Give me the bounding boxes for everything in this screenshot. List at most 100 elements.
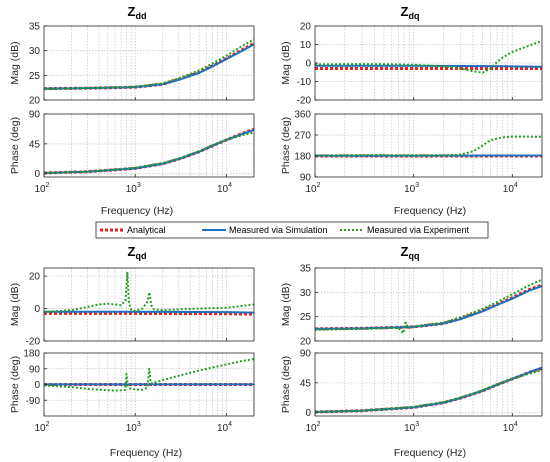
series-line-measured-via-experiment bbox=[315, 135, 542, 157]
panel-zdq: Zdq -20 -10 0 10 20 Mag (dB) 90 180 270 360 102 103 1… bbox=[280, 4, 543, 217]
y-tick-label: 25 bbox=[29, 71, 41, 82]
series-line-measured-via-experiment bbox=[315, 39, 542, 74]
y-tick-label: 30 bbox=[300, 288, 312, 299]
grid bbox=[44, 268, 254, 341]
y-tick-label: 45 bbox=[29, 139, 41, 150]
series-group bbox=[44, 127, 254, 175]
x-axis-label: Frequency (Hz) bbox=[110, 447, 182, 459]
y-tick-label: 35 bbox=[300, 264, 312, 275]
panel-zqd: Zqd -20 0 20 Mag (dB) -90 0 90 180 102 103 104 Phase… bbox=[9, 244, 255, 459]
panel-zqq: Zqq 20 25 30 35 Mag (dB) 0 45 90 102 103 104 Phase (… bbox=[280, 244, 543, 459]
magnitude-axes: -20 -10 0 10 20 Mag (dB) bbox=[280, 22, 543, 107]
x-tick-label: 103 bbox=[126, 421, 141, 434]
series-group bbox=[44, 271, 254, 316]
panel-title: Zdq bbox=[401, 4, 420, 21]
y-tick-label: -90 bbox=[26, 396, 41, 407]
y-tick-label: 90 bbox=[29, 364, 41, 375]
y-tick-label: 0 bbox=[34, 380, 40, 391]
legend-box bbox=[95, 221, 489, 239]
series-group bbox=[44, 358, 254, 392]
y-tick-label: 20 bbox=[29, 272, 41, 283]
y-axis-label: Phase (deg) bbox=[280, 117, 292, 174]
y-tick-label: 90 bbox=[29, 110, 41, 121]
x-tick-label: 103 bbox=[404, 421, 419, 434]
series-line-measured-via-experiment bbox=[315, 369, 542, 414]
panel-title: Zqd bbox=[128, 244, 147, 261]
y-tick-label: -20 bbox=[26, 337, 41, 348]
magnitude-axes: 20 25 30 35 Mag (dB) bbox=[9, 22, 255, 107]
y-tick-label: 20 bbox=[300, 337, 312, 348]
y-axis-label: Mag (dB) bbox=[9, 41, 21, 84]
series-group bbox=[44, 38, 254, 91]
y-tick-label: 30 bbox=[29, 46, 41, 57]
y-tick-label: 90 bbox=[300, 173, 312, 184]
x-tick-label: 104 bbox=[217, 421, 232, 434]
phase-axes: 90 180 270 360 102 103 104 Phase (deg) bbox=[280, 110, 543, 195]
x-tick-label: 104 bbox=[217, 182, 232, 195]
y-axis-label: Mag (dB) bbox=[280, 41, 292, 84]
y-tick-label: -20 bbox=[297, 96, 312, 107]
axes-frame bbox=[314, 113, 543, 178]
y-tick-label: 20 bbox=[29, 96, 41, 107]
series-group bbox=[315, 39, 542, 74]
y-tick-label: 35 bbox=[29, 22, 41, 33]
y-tick-label: 0 bbox=[305, 59, 311, 70]
series-line-measured-via-simulation bbox=[44, 310, 254, 314]
axes-frame bbox=[43, 113, 255, 178]
series-line-measured-via-simulation bbox=[44, 128, 254, 175]
x-tick-label: 102 bbox=[305, 182, 320, 195]
series-line-measured-via-experiment bbox=[44, 271, 254, 313]
plot-area bbox=[315, 114, 542, 177]
series-line-measured-via-experiment bbox=[315, 278, 542, 335]
panel-title: Zqq bbox=[401, 244, 420, 261]
y-tick-label: 20 bbox=[300, 22, 312, 33]
series-group bbox=[315, 366, 542, 414]
magnitude-axes: -20 0 20 Mag (dB) bbox=[9, 267, 255, 348]
grid bbox=[44, 26, 254, 100]
phase-axes: 0 45 90 102 103 104 Phase (deg) bbox=[280, 349, 543, 434]
y-tick-label: 180 bbox=[294, 152, 311, 163]
y-tick-label: 10 bbox=[300, 40, 312, 51]
legend-label: Measured via Simulation bbox=[229, 225, 328, 235]
series-line-analytical bbox=[44, 311, 254, 316]
y-tick-label: -10 bbox=[297, 77, 312, 88]
plot-area bbox=[44, 268, 254, 341]
panel-zdd: Zdd 20 25 30 35 Mag (dB) 0 45 90 102 103 104 Phase (… bbox=[9, 4, 255, 217]
y-tick-label: 45 bbox=[300, 378, 312, 389]
y-axis-label: Phase (deg) bbox=[280, 356, 292, 413]
legend-item: Measured via Simulation bbox=[202, 225, 328, 235]
y-tick-label: 0 bbox=[34, 169, 40, 180]
phase-axes: -90 0 90 180 102 103 104 Phase (deg) bbox=[9, 349, 255, 434]
y-tick-label: 0 bbox=[305, 408, 311, 419]
legend-item: Analytical bbox=[100, 225, 166, 235]
y-axis-label: Phase (deg) bbox=[9, 356, 21, 413]
legend-item: Measured via Experiment bbox=[340, 225, 470, 235]
series-group bbox=[315, 135, 542, 158]
x-tick-label: 102 bbox=[34, 421, 49, 434]
series-group bbox=[315, 278, 542, 335]
y-tick-label: 25 bbox=[300, 312, 312, 323]
x-tick-label: 104 bbox=[503, 421, 518, 434]
axes-frame bbox=[43, 25, 255, 101]
panel-title: Zdd bbox=[128, 4, 147, 21]
x-tick-label: 103 bbox=[126, 182, 141, 195]
magnitude-axes: 20 25 30 35 Mag (dB) bbox=[280, 264, 543, 348]
x-axis-label: Frequency (Hz) bbox=[394, 205, 466, 217]
series-line-measured-via-simulation bbox=[315, 64, 542, 68]
x-tick-label: 102 bbox=[34, 182, 49, 195]
y-axis-label: Mag (dB) bbox=[280, 283, 292, 326]
y-axis-label: Phase (deg) bbox=[9, 117, 21, 174]
y-tick-label: 90 bbox=[300, 349, 312, 360]
y-tick-label: 270 bbox=[294, 131, 311, 142]
axes-frame bbox=[314, 352, 543, 417]
x-tick-label: 104 bbox=[503, 182, 518, 195]
series-line-measured-via-simulation bbox=[44, 43, 254, 90]
series-line-measured-via-experiment bbox=[44, 358, 254, 392]
x-tick-label: 103 bbox=[404, 182, 419, 195]
axes-frame bbox=[314, 267, 543, 342]
y-tick-label: 180 bbox=[23, 349, 40, 360]
grid bbox=[315, 26, 542, 100]
x-axis-label: Frequency (Hz) bbox=[394, 447, 466, 459]
